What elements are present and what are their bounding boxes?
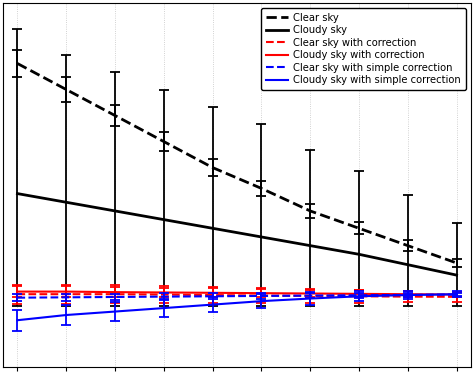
Legend: Clear sky, Cloudy sky, Clear sky with correction, Cloudy sky with correction, Cl: Clear sky, Cloudy sky, Clear sky with co… (262, 8, 466, 90)
Clear sky (454, 261, 459, 265)
Cloudy sky with simple correction (405, 293, 410, 297)
Cloudy sky with correction (454, 292, 459, 297)
Clear sky with correction (15, 292, 20, 297)
Clear sky with correction (405, 294, 410, 299)
Cloudy sky with simple correction (210, 302, 216, 307)
Clear sky with simple correction (112, 295, 118, 299)
Line: Cloudy sky: Cloudy sky (18, 194, 456, 275)
Cloudy sky with simple correction (258, 299, 264, 303)
Cloudy sky with correction (356, 292, 362, 296)
Clear sky (161, 139, 167, 144)
Clear sky with simple correction (161, 294, 167, 299)
Cloudy sky with correction (15, 289, 20, 294)
Cloudy sky with simple correction (307, 296, 313, 301)
Line: Cloudy sky with correction: Cloudy sky with correction (18, 292, 456, 295)
Clear sky with correction (210, 293, 216, 297)
Clear sky with simple correction (258, 294, 264, 298)
Cloudy sky with correction (405, 292, 410, 297)
Clear sky with simple correction (405, 292, 410, 297)
Clear sky with correction (307, 294, 313, 298)
Clear sky with simple correction (15, 295, 20, 300)
Cloudy sky with correction (307, 291, 313, 296)
Clear sky (258, 186, 264, 191)
Cloudy sky with simple correction (454, 292, 459, 297)
Clear sky (405, 243, 410, 248)
Cloudy sky with simple correction (356, 294, 362, 298)
Line: Clear sky with correction: Clear sky with correction (18, 294, 456, 297)
Line: Clear sky with simple correction: Clear sky with simple correction (18, 295, 456, 298)
Clear sky (307, 209, 313, 213)
Clear sky (112, 113, 118, 118)
Cloudy sky (307, 243, 313, 248)
Clear sky with correction (356, 294, 362, 298)
Cloudy sky (210, 226, 216, 230)
Clear sky with simple correction (356, 293, 362, 297)
Clear sky with correction (161, 292, 167, 297)
Cloudy sky with simple correction (64, 313, 69, 317)
Cloudy sky with correction (64, 289, 69, 294)
Cloudy sky with correction (210, 291, 216, 295)
Clear sky (64, 87, 69, 92)
Cloudy sky (15, 191, 20, 196)
Line: Clear sky: Clear sky (18, 64, 456, 263)
Cloudy sky (356, 252, 362, 257)
Line: Cloudy sky with simple correction: Cloudy sky with simple correction (18, 294, 456, 320)
Cloudy sky with correction (258, 291, 264, 295)
Clear sky with correction (454, 295, 459, 299)
Cloudy sky with simple correction (161, 306, 167, 310)
Clear sky with correction (112, 292, 118, 297)
Clear sky with correction (64, 292, 69, 297)
Clear sky with simple correction (307, 293, 313, 298)
Cloudy sky with correction (161, 290, 167, 295)
Cloudy sky with correction (112, 290, 118, 294)
Clear sky with simple correction (64, 295, 69, 300)
Clear sky (356, 226, 362, 230)
Cloudy sky (258, 235, 264, 239)
Cloudy sky with simple correction (15, 318, 20, 322)
Clear sky with simple correction (210, 294, 216, 298)
Clear sky with correction (258, 293, 264, 298)
Cloudy sky (112, 209, 118, 213)
Cloudy sky (454, 273, 459, 278)
Clear sky (210, 165, 216, 170)
Cloudy sky with simple correction (112, 309, 118, 314)
Cloudy sky (405, 263, 410, 267)
Cloudy sky (64, 200, 69, 205)
Cloudy sky (161, 217, 167, 222)
Clear sky with simple correction (454, 292, 459, 297)
Clear sky (15, 61, 20, 66)
